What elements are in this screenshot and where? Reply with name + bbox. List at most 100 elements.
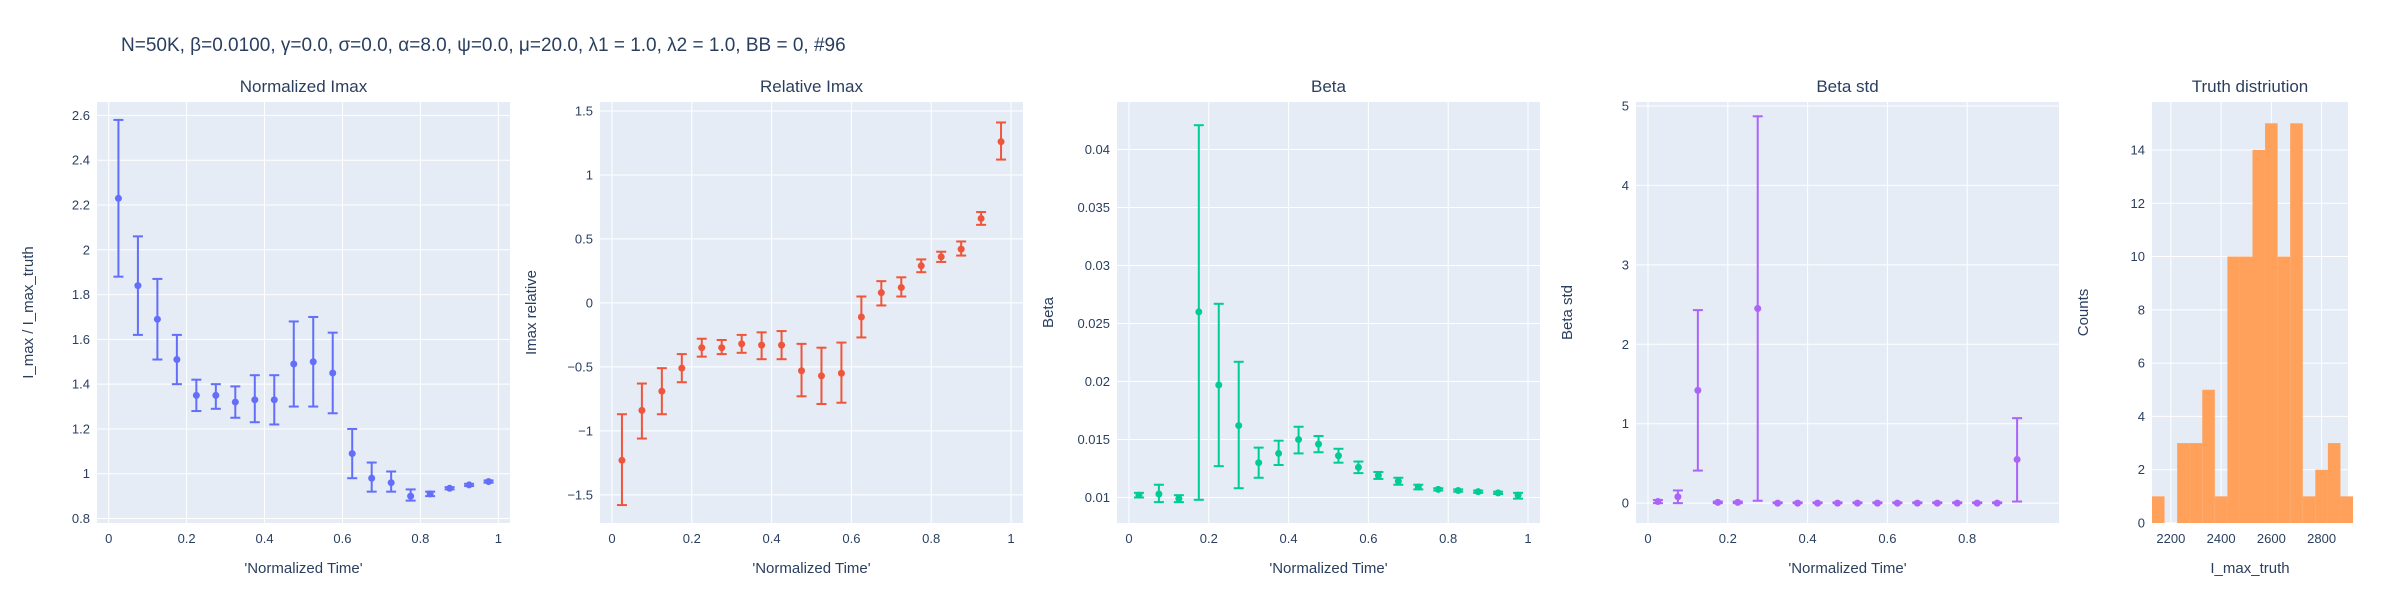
data-point	[407, 492, 415, 500]
data-point	[1514, 491, 1522, 499]
data-point	[1315, 440, 1323, 448]
x-tick-label: 1	[1524, 531, 1531, 546]
plot-area	[97, 102, 510, 523]
data-point	[1354, 463, 1362, 471]
data-point-with-error	[249, 374, 260, 424]
data-point	[877, 289, 885, 297]
data-point-with-error	[636, 382, 647, 440]
data-point-with-error	[386, 470, 397, 493]
data-point	[348, 450, 356, 458]
data-point	[1674, 493, 1682, 501]
data-point-with-error	[1752, 115, 1763, 502]
data-point-with-error	[230, 385, 241, 419]
x-tick-label: 0.8	[1958, 531, 1976, 546]
data-point-with-error	[1892, 499, 1903, 507]
data-point	[1135, 491, 1143, 499]
data-point-with-error	[366, 461, 377, 493]
panel-relative-imax: 0 0.2 0.4 0.6 0.8 1 −1.5 −1 −0.5 0 0.5 1 1.5 Relative…	[523, 77, 1023, 577]
data-point-with-error	[269, 374, 280, 426]
data-point-with-error	[425, 490, 436, 498]
y-tick-label: 0	[586, 295, 593, 310]
y-tick-label: 2	[1622, 337, 1629, 352]
panel-title: Normalized Imax	[240, 77, 368, 96]
data-point	[1913, 499, 1921, 507]
histogram-bar	[2177, 443, 2190, 523]
x-tick-label: 0.8	[922, 531, 940, 546]
data-point-with-error	[1852, 499, 1863, 507]
data-point-with-error	[1233, 360, 1244, 490]
x-tick-label: 2600	[2257, 531, 2286, 546]
data-point-with-error	[1453, 487, 1464, 495]
y-axis-label: Counts	[2075, 289, 2092, 337]
data-point	[1794, 499, 1802, 507]
data-point-with-error	[1952, 499, 1963, 507]
x-axis-label: I_max_truth	[2210, 560, 2289, 577]
data-point	[837, 369, 845, 377]
data-point	[1255, 459, 1263, 467]
y-axis-label: Imax relative	[523, 270, 540, 355]
x-tick-label: 2400	[2207, 531, 2236, 546]
x-tick-label: 0	[1125, 531, 1132, 546]
data-point	[957, 245, 965, 253]
data-point	[485, 478, 493, 486]
data-point-with-error	[976, 211, 987, 226]
y-axis-label: Beta	[1040, 296, 1057, 328]
panel-title: Truth distriution	[2192, 77, 2309, 96]
data-point	[678, 364, 686, 372]
data-point	[212, 391, 220, 399]
y-tick-label: −1	[578, 423, 593, 438]
data-point	[1474, 488, 1482, 496]
data-point-with-error	[696, 337, 707, 358]
data-point-with-error	[1652, 498, 1663, 506]
y-axis-label: Beta std	[1559, 285, 1576, 340]
data-point	[1834, 499, 1842, 507]
data-point-with-error	[1732, 498, 1743, 506]
data-point	[1334, 452, 1342, 460]
histogram-bar	[2290, 123, 2303, 523]
x-tick-label: 0.4	[255, 531, 273, 546]
data-point-with-error	[113, 118, 124, 278]
data-point	[1494, 489, 1502, 497]
data-point-with-error	[1273, 439, 1284, 467]
data-point	[997, 138, 1005, 146]
y-tick-label: 2	[83, 242, 90, 257]
plot-area	[1636, 102, 2059, 523]
data-point-with-error	[464, 481, 475, 489]
data-point	[718, 344, 726, 352]
data-point-with-error	[1832, 499, 1843, 507]
data-point-with-error	[1313, 435, 1324, 454]
data-point	[329, 369, 337, 377]
y-tick-label: −1.5	[567, 487, 593, 502]
panel-title: Beta	[1311, 77, 1347, 96]
data-point	[173, 356, 181, 364]
x-tick-label: 1	[495, 531, 502, 546]
x-tick-label: 0.6	[333, 531, 351, 546]
data-point	[1853, 499, 1861, 507]
y-tick-label: 1.6	[72, 332, 90, 347]
data-point	[1774, 499, 1782, 507]
x-axis-label: 'Normalized Time'	[244, 560, 362, 577]
panel-normalized-imax: 0 0.2 0.4 0.6 0.8 1 0.8 1 1.2 1.4 1.6 1.8 2 2.2 2.4 2.6…	[20, 77, 510, 577]
data-point-with-error	[1173, 494, 1184, 504]
histogram-bar	[2227, 256, 2240, 523]
data-point-with-error	[1692, 309, 1703, 472]
data-point	[1414, 483, 1422, 491]
y-tick-label: 0.8	[72, 511, 90, 526]
x-axis-label: 'Normalized Time'	[1788, 560, 1906, 577]
histogram-bar	[2214, 496, 2228, 523]
data-point	[1893, 499, 1901, 507]
data-point	[1235, 422, 1243, 430]
y-tick-label: 0.01	[1085, 490, 1110, 505]
x-tick-label: 0.6	[842, 531, 860, 546]
data-point	[1275, 449, 1283, 457]
data-point	[857, 313, 865, 321]
y-tick-label: 10	[2131, 249, 2145, 264]
y-tick-label: 0.035	[1077, 200, 1110, 215]
data-point-with-error	[347, 427, 358, 480]
data-point-with-error	[1493, 489, 1504, 497]
data-point	[192, 391, 200, 399]
x-tick-label: 0	[105, 531, 112, 546]
data-point-with-error	[288, 320, 299, 408]
data-point	[231, 398, 239, 406]
